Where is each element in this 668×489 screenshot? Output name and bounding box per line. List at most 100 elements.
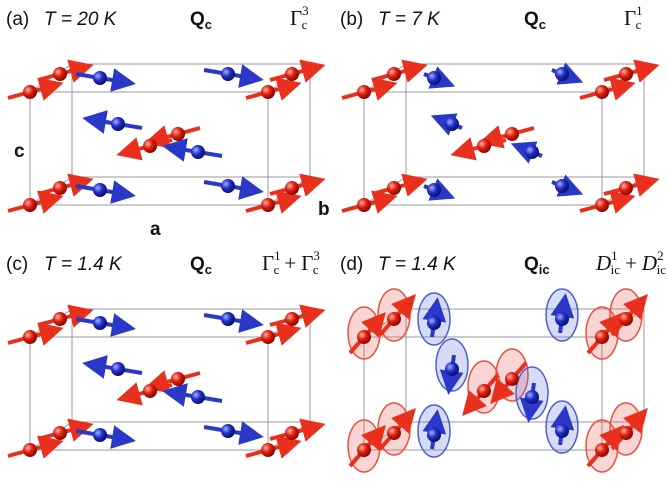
blue-atom (525, 390, 539, 404)
red-atom (477, 384, 491, 398)
cell-front (29, 91, 269, 206)
blue-atom (111, 362, 125, 376)
panel-letter: (d) (340, 254, 363, 275)
temperature: T = 1.4 K (378, 254, 457, 275)
panel-label: (c) (6, 254, 28, 275)
blue-atom (427, 428, 441, 442)
blue-atom (93, 183, 107, 197)
cell-back (71, 63, 311, 178)
red-atom (285, 426, 299, 440)
irrep-superscript: 2 (657, 248, 664, 263)
red-atom (505, 127, 519, 141)
atoms (341, 59, 660, 214)
irrep-subscript: c (636, 17, 642, 32)
wavevector: Qc (190, 9, 212, 32)
blue-atom (427, 71, 441, 85)
irrep-joiner: + (625, 251, 637, 275)
red-atom (619, 426, 633, 440)
cell-front (363, 91, 603, 206)
cell-back (71, 308, 311, 423)
irrep-superscript: 3 (313, 248, 320, 263)
irrep-symbol: Γ (262, 251, 274, 275)
blue-atom (221, 312, 235, 326)
red-atom (619, 181, 633, 195)
irrep-symbol: Γ (624, 6, 636, 30)
irreps: D1 ic + D2 ic (595, 248, 666, 277)
red-atom (53, 312, 67, 326)
atoms (347, 288, 648, 473)
blue-atom (191, 390, 205, 404)
atoms (7, 59, 326, 214)
panel: (c) T = 1.4 K Qc Γ1 c + Γ3 c (6, 248, 326, 459)
irrep-superscript: 1 (636, 3, 643, 18)
red-atom (23, 85, 37, 99)
irrep-joiner: + (284, 251, 296, 275)
blue-atom (221, 179, 235, 193)
blue-atom (445, 362, 459, 376)
red-atom (261, 443, 275, 457)
irrep-superscript: 1 (274, 248, 281, 263)
blue-atom (427, 183, 441, 197)
red-atom (23, 330, 37, 344)
irrep-superscript: 1 (611, 248, 618, 263)
red-atom (387, 426, 401, 440)
wavevector: Qc (190, 254, 212, 277)
red-atom (171, 372, 185, 386)
red-atom (387, 181, 401, 195)
wavevector-subscript: ic (539, 262, 550, 277)
blue-atom (555, 312, 569, 326)
irrep-subscript: ic (611, 262, 621, 277)
red-atom (285, 181, 299, 195)
wavevector-symbol: Q (524, 9, 539, 30)
irrep-subscript: ic (657, 262, 667, 277)
red-atom (357, 443, 371, 457)
irreps: Γ1 c + Γ3 c (262, 248, 320, 277)
red-atom (357, 330, 371, 344)
red-atom (387, 312, 401, 326)
panel-letter: (c) (6, 254, 28, 275)
irrep-symbol: Γ (301, 251, 313, 275)
irrep-subscript: c (313, 262, 319, 277)
irrep-symbol: D (595, 251, 611, 275)
red-atom (261, 198, 275, 212)
blue-atom (93, 316, 107, 330)
red-atom (143, 384, 157, 398)
red-atom (619, 67, 633, 81)
irrep-symbol: D (641, 251, 657, 275)
temperature: T = 20 K (44, 9, 118, 30)
atoms (7, 304, 326, 459)
wavevector-symbol: Q (190, 9, 205, 30)
red-atom (357, 85, 371, 99)
red-atom (23, 198, 37, 212)
blue-atom (93, 428, 107, 442)
irrep-superscript: 3 (302, 3, 309, 18)
panel-label: (d) (340, 254, 363, 275)
panel-letter: (a) (6, 9, 29, 30)
wavevector: Qic (524, 254, 550, 277)
temperature: T = 1.4 K (44, 254, 123, 275)
irrep-subscript: c (302, 17, 308, 32)
wavevector-symbol: Q (524, 254, 539, 275)
blue-atom (221, 67, 235, 81)
red-atom (357, 198, 371, 212)
red-atom (143, 139, 157, 153)
wavevector-subscript: c (205, 17, 212, 32)
irrep-symbol: Γ (290, 6, 302, 30)
cell-front (363, 336, 603, 451)
red-atom (171, 127, 185, 141)
blue-atom (111, 117, 125, 131)
cell-front (29, 336, 269, 451)
panel-letter: (b) (340, 9, 363, 30)
blue-atom (221, 424, 235, 438)
red-atom (23, 443, 37, 457)
red-atom (387, 67, 401, 81)
wavevector-subscript: c (539, 17, 546, 32)
blue-atom (555, 424, 569, 438)
red-atom (595, 443, 609, 457)
red-atom (261, 330, 275, 344)
blue-atom (445, 117, 459, 131)
blue-atom (191, 145, 205, 159)
axis-label-c: c (14, 141, 25, 162)
red-atom (595, 330, 609, 344)
